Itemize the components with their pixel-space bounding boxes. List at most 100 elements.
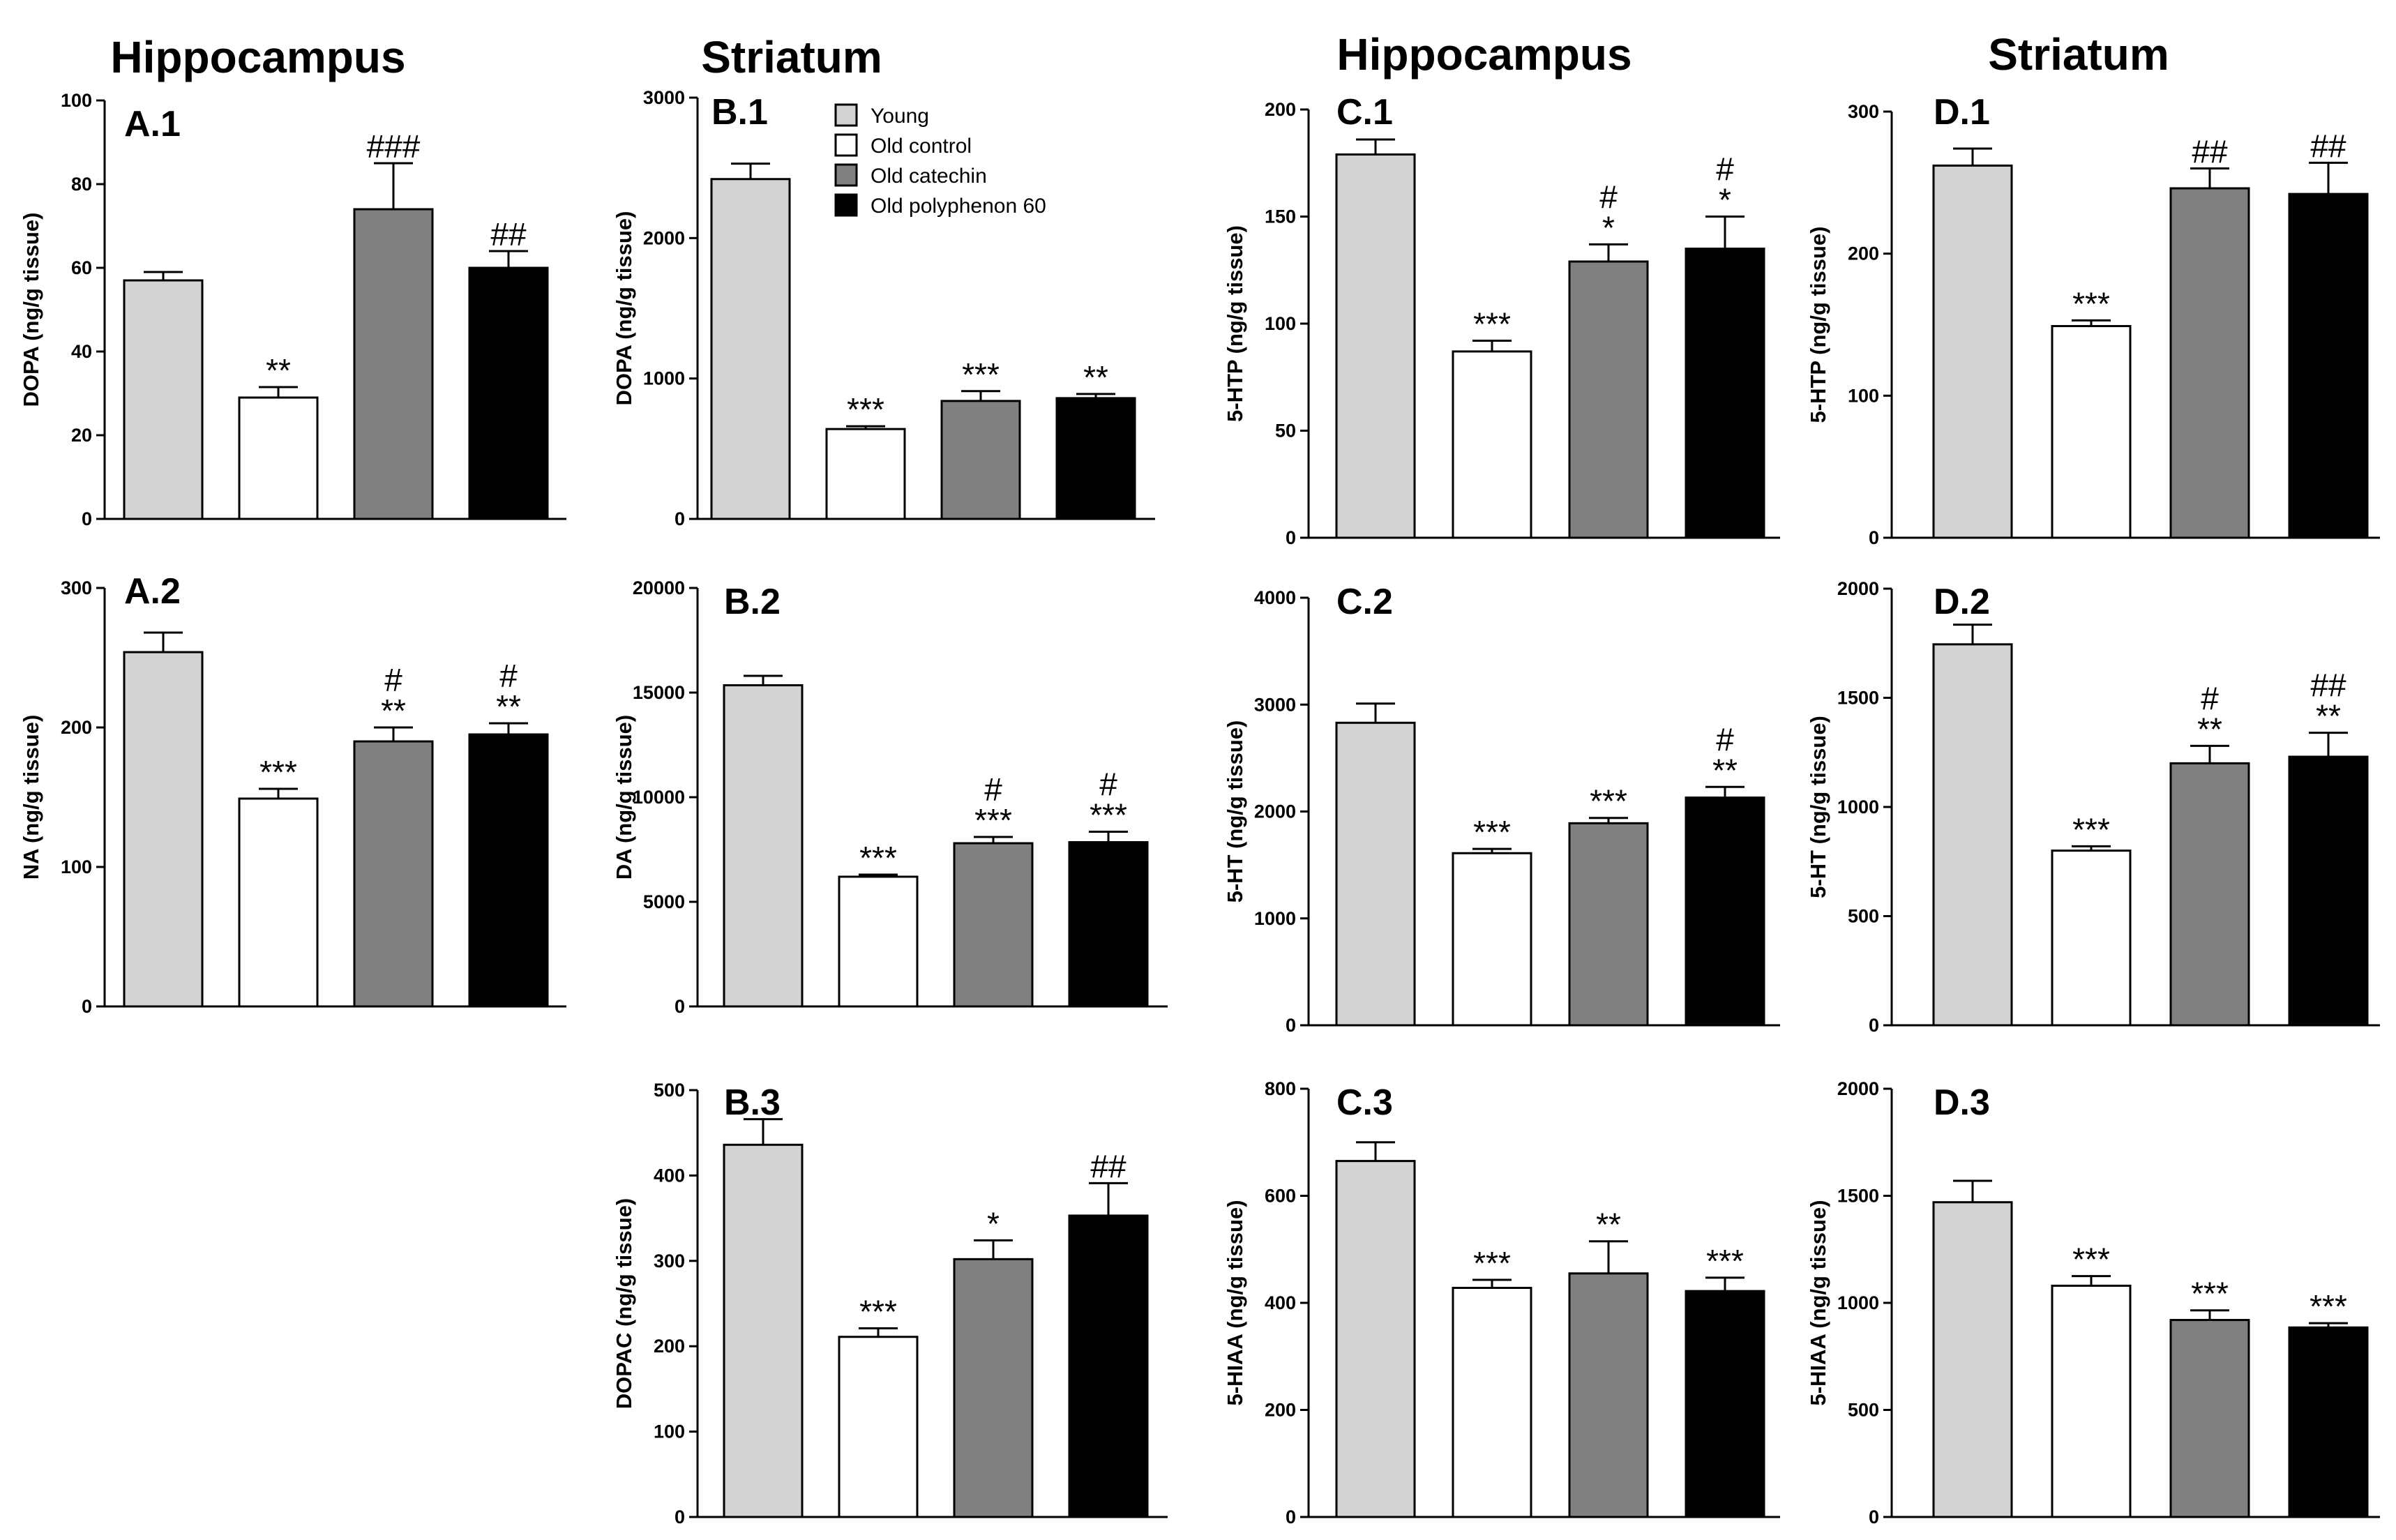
panel-d-2-annotation-old-catechin: # <box>2201 680 2219 716</box>
panel-b-3-bar-old-catechin <box>953 1258 1034 1518</box>
panel-a-1-ytick-label: 100 <box>61 90 92 111</box>
panel-d-2-bar-young <box>1932 643 2013 1027</box>
panel-d-1-label: D.1 <box>1934 92 1990 133</box>
panel-a-2-label: A.2 <box>124 571 181 612</box>
panel-d-2-bar-old-catechin <box>2169 762 2250 1027</box>
panel-b-3-bar-old-control <box>838 1336 919 1518</box>
section-title-striatum-1: Striatum <box>701 32 882 82</box>
section-title-striatum-2: Striatum <box>1988 29 2169 80</box>
panel-d-1-ytick-label: 300 <box>1848 101 1879 122</box>
panel-d-3-bar-young <box>1932 1201 2013 1518</box>
panel-d-2-ytick-label: 1500 <box>1837 688 1879 709</box>
panel-a-1-ytick-label: 60 <box>71 257 92 278</box>
panel-b-2-annotation-old-polyphenon-60: # <box>1099 767 1117 803</box>
panel-c-1-annotation-old-polyphenon-60: * <box>1719 182 1731 218</box>
panel-d-3-ytick-label: 1000 <box>1837 1292 1879 1313</box>
panel-b-2-annotation-old-catechin: # <box>984 771 1002 808</box>
panel-b-3-annotation-old-catechin: * <box>987 1205 1000 1241</box>
panel-d-3-bar-old-control <box>2051 1284 2132 1518</box>
panel-c-2-label: C.2 <box>1336 582 1393 622</box>
panel-a-1-ytick-label: 20 <box>71 425 92 446</box>
panel-b-2-annotation-old-control: *** <box>859 840 897 876</box>
panel-d-1-annotation-old-polyphenon-60: ## <box>2310 128 2346 164</box>
panel-a-2-bar-young <box>123 651 204 1008</box>
panel-b-2: B.2 0 5000 10000 15000 20000 DA (ng/g tissue) *… <box>612 578 1168 1017</box>
panel-d-2-ytick-label: 2000 <box>1837 578 1879 599</box>
panel-b-2-bar-old-catechin <box>953 842 1034 1008</box>
legend-label-old-catechin: Old catechin <box>871 165 987 188</box>
panel-b-1-ytick-label: 2000 <box>643 227 685 248</box>
panel-a-1-annotation-old-polyphenon-60: ## <box>490 216 527 252</box>
panel-c-1-bar-old-catechin <box>1568 260 1649 539</box>
panel-d-1-bar-old-control <box>2051 325 2132 539</box>
panel-d-3-label: D.3 <box>1934 1082 1990 1123</box>
panel-d-3-ylabel: 5-HIAA (ng/g tissue) <box>1806 1200 1830 1405</box>
panel-d-3: D.3 0 500 1000 1500 2000 5-HIAA (ng/g tissue) *… <box>1806 1078 2380 1527</box>
panel-a-1-annotation-old-catechin: ### <box>367 128 421 165</box>
panel-d-3-bar-old-polyphenon-60 <box>2288 1326 2369 1518</box>
panel-a-1-label: A.1 <box>124 104 181 144</box>
panel-c-3-ytick-label: 800 <box>1265 1078 1296 1099</box>
panel-a-1-ytick-label: 40 <box>71 341 92 362</box>
panel-c-3-annotation-old-control: *** <box>1473 1245 1511 1281</box>
panel-b-2-label: B.2 <box>724 582 781 622</box>
panel-b-2-ytick-label: 0 <box>675 996 685 1017</box>
panel-b-3-bar-young <box>723 1143 804 1518</box>
panel-a-2-annotation-old-control: *** <box>259 754 297 790</box>
panel-b-1-ytick-label: 3000 <box>643 87 685 108</box>
panel-c-1-ytick-label: 200 <box>1265 99 1296 120</box>
panel-a-1-bar-old-control <box>238 396 319 520</box>
legend: Young Old control Old catechin Old polyp… <box>834 103 1046 218</box>
panel-d-2-annotation-old-polyphenon-60: ** <box>2316 698 2341 734</box>
panel-b-3-ylabel: DOPAC (ng/g tissue) <box>612 1198 636 1410</box>
panel-d-3-bar-old-catechin <box>2169 1319 2250 1518</box>
panel-c-3-annotation-old-catechin: ** <box>1596 1207 1621 1243</box>
panel-a-2-bar-old-polyphenon-60 <box>468 733 549 1008</box>
panel-d-1-ytick-label: 200 <box>1848 243 1879 264</box>
panel-c-3-ylabel: 5-HIAA (ng/g tissue) <box>1223 1200 1247 1405</box>
panel-d-1-annotation-old-control: *** <box>2072 285 2110 322</box>
panel-d-1-bar-old-catechin <box>2169 187 2250 539</box>
panel-c-2-annotation-old-polyphenon-60: # <box>1716 721 1734 757</box>
panel-c-3-label: C.3 <box>1336 1082 1393 1123</box>
panel-b-1-bar-old-polyphenon-60 <box>1055 397 1136 520</box>
panel-d-2-ytick-label: 500 <box>1848 906 1879 927</box>
panel-d-1-annotation-old-catechin: ## <box>2192 133 2228 169</box>
panel-d-1-ytick-label: 100 <box>1848 385 1879 406</box>
panel-b-1-annotation-old-control: *** <box>847 391 884 428</box>
panel-a-1-bar-old-polyphenon-60 <box>468 266 549 520</box>
panel-d-2-bar-old-polyphenon-60 <box>2288 755 2369 1027</box>
legend-label-old-control: Old control <box>871 135 972 158</box>
panel-b-3-ytick-label: 0 <box>675 1507 685 1527</box>
panel-b-2-ytick-label: 10000 <box>633 787 685 808</box>
panel-a-1-ytick-label: 0 <box>82 508 92 529</box>
panel-c-3-ytick-label: 400 <box>1265 1292 1296 1313</box>
panel-d-1: D.1 0 100 200 300 5-HTP (ng/g tissue) *** ## ## <box>1806 92 2380 548</box>
panel-c-1-ylabel: 5-HTP (ng/g tissue) <box>1223 225 1247 422</box>
panel-c-2-annotation-old-control: *** <box>1473 814 1511 850</box>
panel-b-1-ytick-label: 0 <box>675 508 685 529</box>
panel-c-1-ytick-label: 0 <box>1286 527 1296 548</box>
panel-d-1-ylabel: 5-HTP (ng/g tissue) <box>1806 227 1830 423</box>
panel-b-3-annotation-old-control: *** <box>859 1293 897 1329</box>
panel-a-2-annotation-old-catechin: ** <box>381 693 406 729</box>
legend-swatch-young <box>834 103 858 127</box>
panel-a-1-ytick-label: 80 <box>71 174 92 195</box>
panel-a-2-ytick-label: 100 <box>61 856 92 877</box>
section-title-hippocampus-2: Hippocampus <box>1336 29 1632 80</box>
panel-d-3-ytick-label: 0 <box>1869 1507 1879 1527</box>
legend-swatch-old-polyphenon-60 <box>834 193 858 217</box>
panel-b-3-bar-old-polyphenon-60 <box>1068 1214 1149 1518</box>
panel-c-1-bar-old-polyphenon-60 <box>1685 248 1765 539</box>
panel-d-2-ylabel: 5-HT (ng/g tissue) <box>1806 716 1830 898</box>
panel-c-1-annotation-old-catechin: # <box>1599 179 1618 215</box>
panel-c-1-annotation-old-control: *** <box>1473 306 1511 342</box>
panel-a-2-ytick-label: 300 <box>61 578 92 598</box>
